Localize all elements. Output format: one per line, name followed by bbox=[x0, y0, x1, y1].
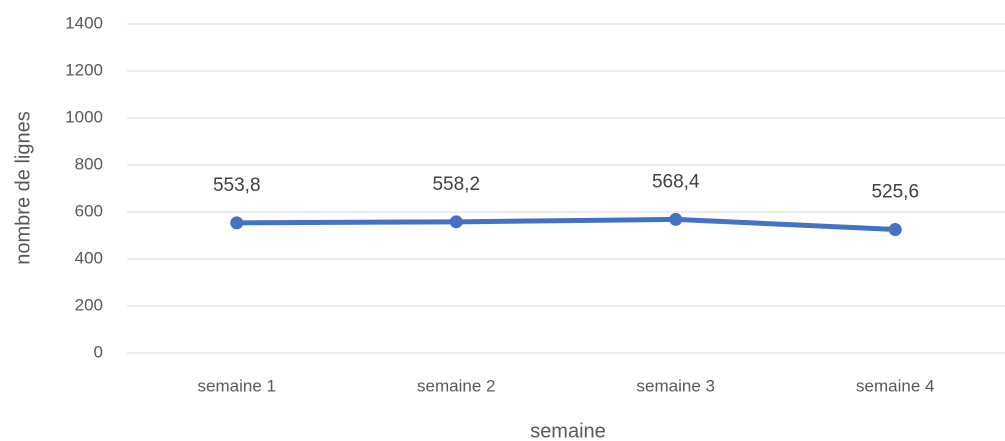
x-tick-label: semaine 1 bbox=[198, 376, 276, 395]
point bbox=[230, 216, 244, 230]
y-tick-label: 400 bbox=[75, 248, 103, 267]
data-label: 568,4 bbox=[652, 171, 700, 192]
y-tick-label: 0 bbox=[94, 342, 103, 361]
x-tick-label: semaine 2 bbox=[417, 376, 495, 395]
data-label: 525,6 bbox=[871, 181, 919, 202]
y-axis-label: nombre de lignes bbox=[12, 111, 34, 264]
data-label: 553,8 bbox=[213, 175, 261, 196]
data-label: 558,2 bbox=[432, 174, 480, 195]
point bbox=[888, 222, 902, 236]
point bbox=[669, 212, 683, 226]
x-tick-label: semaine 4 bbox=[856, 376, 934, 395]
y-tick-label: 1000 bbox=[65, 107, 103, 126]
y-tick-label: 1200 bbox=[65, 60, 103, 79]
y-tick-label: 200 bbox=[75, 295, 103, 314]
y-tick-label: 800 bbox=[75, 154, 103, 173]
line bbox=[236, 216, 896, 232]
point bbox=[449, 215, 463, 229]
y-tick-label: 600 bbox=[75, 201, 103, 220]
x-axis-label: semaine bbox=[530, 420, 606, 441]
y-tick-label: 1400 bbox=[65, 13, 103, 32]
x-tick-label: semaine 3 bbox=[637, 376, 715, 395]
